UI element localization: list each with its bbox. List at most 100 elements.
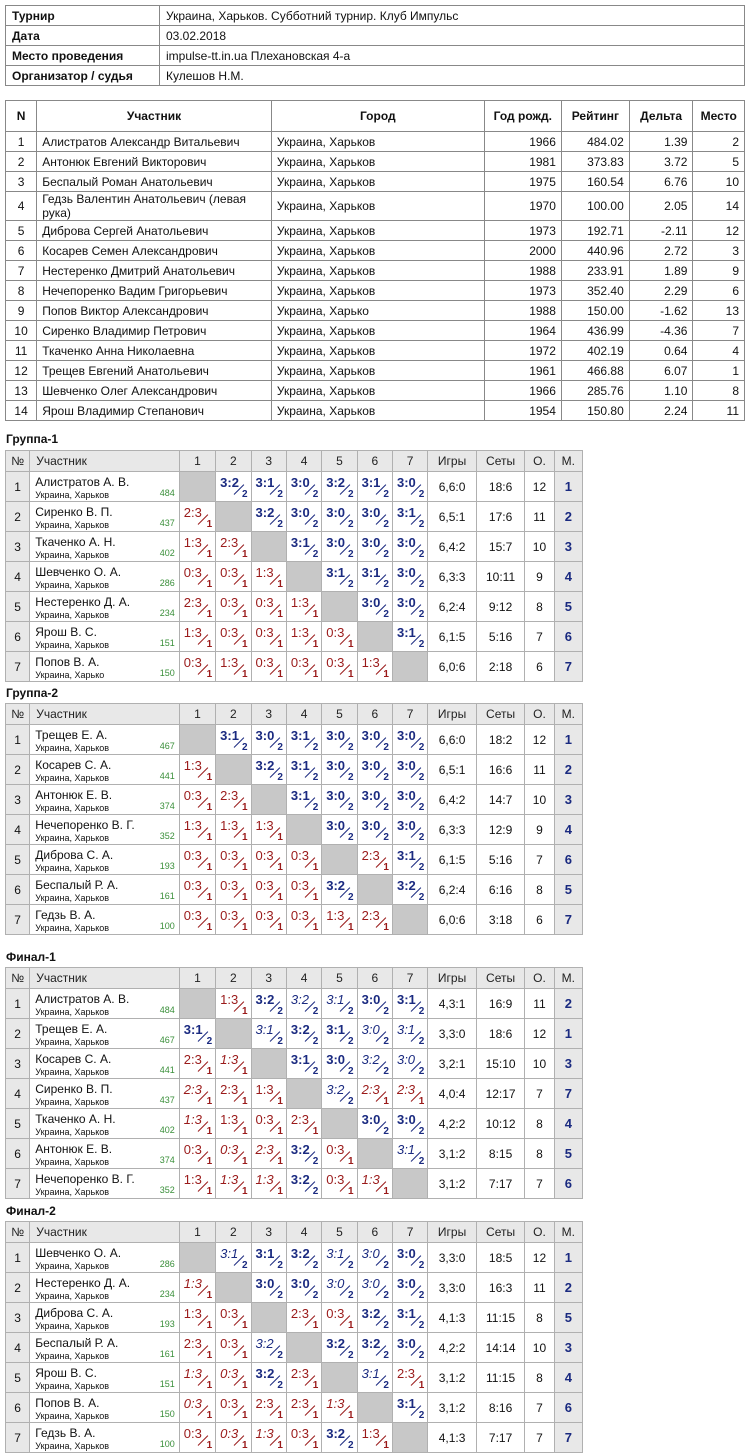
participant-cell: Украина, Харьков xyxy=(270,191,485,221)
match-result-cell: 0:3 1 xyxy=(321,1168,358,1199)
match-result-cell: 1:3 1 xyxy=(178,754,217,785)
match-score: 3:0 xyxy=(396,788,416,803)
match-result-cell: 3:0 2 xyxy=(285,471,323,502)
place-cell: 6 xyxy=(553,621,584,652)
match-score: 3:1 xyxy=(396,505,416,520)
match-score: 3:1 xyxy=(361,475,381,490)
player-cell: Диброва С. А. Украина, Харьков 193 xyxy=(29,1302,180,1333)
tournament-info-table: Турнир Украина, Харьков. Субботний турнир… xyxy=(5,5,745,86)
participant-cell: 11 xyxy=(4,340,38,361)
match-result-cell: 2:3 1 xyxy=(215,531,252,562)
participant-cell: 2.29 xyxy=(628,280,694,301)
match-score: 3:1 xyxy=(326,992,345,1007)
participant-cell: Сиренко Владимир Петрович xyxy=(36,320,272,341)
match-score: 3:1 xyxy=(255,475,275,490)
sets-cell: 2:18 xyxy=(475,651,526,682)
match-result-cell: 3:0 2 xyxy=(391,1332,429,1363)
match-score: 0:3 xyxy=(183,1426,202,1441)
match-score: 3:0 xyxy=(326,758,346,773)
place-cell: 5 xyxy=(553,1138,584,1169)
match-score: 1:3 xyxy=(220,992,239,1007)
match-points: 1 xyxy=(241,1320,248,1331)
player-rating: 437 xyxy=(159,1095,175,1105)
row-number: 1 xyxy=(4,988,31,1019)
match-result-cell: 1:3 1 xyxy=(285,591,323,622)
diagonal-cell xyxy=(215,501,252,532)
group-row: 1 Трещев Е. А. Украина, Харьков 467 3:1 2 3:0 2… xyxy=(4,724,584,755)
match-result-cell: 3:0 2 xyxy=(285,501,323,532)
group-row: 2 Косарев С. А. Украина, Харьков 441 1:3 1 3:2… xyxy=(4,754,584,785)
match-points: 2 xyxy=(277,1380,283,1391)
group-row: 1 Шевченко О. А. Украина, Харьков 286 3:1 2 3:… xyxy=(4,1242,584,1273)
match-points: 1 xyxy=(206,1440,213,1451)
player-name: Ярош В. С. xyxy=(35,625,97,639)
match-points: 1 xyxy=(241,1186,248,1197)
match-score: 3:2 xyxy=(220,475,239,490)
match-score: 0:3 xyxy=(326,1306,345,1321)
row-number: 4 xyxy=(4,1078,31,1109)
match-points: 2 xyxy=(383,519,389,530)
match-score: 2:3 xyxy=(290,1112,309,1127)
sets-cell: 7:17 xyxy=(475,1422,526,1453)
match-points: 1 xyxy=(206,609,213,620)
match-score: 3:2 xyxy=(361,1306,381,1321)
match-result-cell: 2:3 1 xyxy=(215,784,252,815)
match-points: 1 xyxy=(241,862,248,873)
games-cell: 3,1:2 xyxy=(427,1168,477,1199)
player-city: Украина, Харько xyxy=(35,670,105,680)
match-score: 0:3 xyxy=(220,1426,239,1441)
participant-cell: Алистратов Александр Витальевич xyxy=(36,131,272,152)
row-number: 3 xyxy=(4,531,31,562)
info-row: Турнир Украина, Харьков. Субботний турнир… xyxy=(5,5,745,26)
match-score: 3:1 xyxy=(326,1246,345,1261)
participant-cell: 2000 xyxy=(483,240,562,261)
match-score: 0:3 xyxy=(183,908,202,923)
participant-cell: 1 xyxy=(4,131,38,152)
points-cell: 7 xyxy=(524,621,555,652)
group-row: 3 Антонюк Е. В. Украина, Харьков 374 0:3 1 2:3… xyxy=(4,784,584,815)
match-result-cell: 3:0 2 xyxy=(356,501,393,532)
match-result-cell: 2:3 1 xyxy=(285,1392,323,1423)
participant-cell: Украина, Харьков xyxy=(270,171,485,192)
match-score: 0:3 xyxy=(290,878,309,893)
participant-cell: 1.89 xyxy=(628,260,694,281)
match-score: 3:1 xyxy=(361,1366,380,1381)
match-points: 1 xyxy=(206,862,213,873)
match-result-cell: 1:3 1 xyxy=(250,1168,287,1199)
player-city: Украина, Харьков xyxy=(35,550,110,560)
match-points: 1 xyxy=(383,1186,389,1197)
participant-cell: Украина, Харьков xyxy=(270,360,485,381)
points-cell: 11 xyxy=(524,754,555,785)
place-cell: 7 xyxy=(553,1078,584,1109)
match-points: 2 xyxy=(348,489,354,500)
match-result-cell: 0:3 1 xyxy=(215,1138,252,1169)
group-column-header: 3 xyxy=(250,967,287,989)
participant-cell: 2.05 xyxy=(628,191,694,221)
match-score: 0:3 xyxy=(255,908,274,923)
match-result-cell: 3:0 2 xyxy=(356,724,393,755)
match-points: 2 xyxy=(348,802,354,813)
sets-cell: 18:5 xyxy=(475,1242,526,1273)
row-number: 6 xyxy=(4,874,31,905)
place-cell: 2 xyxy=(553,988,584,1019)
row-number: 6 xyxy=(4,1138,31,1169)
group-column-header: Участник xyxy=(29,1221,180,1243)
match-points: 1 xyxy=(241,832,248,843)
player-rating: 150 xyxy=(159,668,175,678)
match-score: 0:3 xyxy=(183,1396,202,1411)
match-score: 3:0 xyxy=(396,1276,416,1291)
player-rating: 193 xyxy=(159,1319,175,1329)
participant-cell: 14 xyxy=(692,191,745,221)
match-points: 1 xyxy=(241,1380,248,1391)
match-result-cell: 3:2 2 xyxy=(285,1138,323,1169)
participant-cell: Украина, Харьков xyxy=(270,131,485,152)
participant-cell: 1972 xyxy=(483,340,562,361)
participant-cell: 6 xyxy=(692,280,745,301)
match-score: 1:3 xyxy=(220,818,239,833)
match-points: 2 xyxy=(241,1260,248,1271)
match-result-cell: 2:3 1 xyxy=(391,1078,429,1109)
player-rating: 234 xyxy=(159,1289,175,1299)
match-score: 3:1 xyxy=(290,1052,310,1067)
match-points: 1 xyxy=(241,1066,248,1077)
match-result-cell: 1:3 1 xyxy=(356,1168,393,1199)
